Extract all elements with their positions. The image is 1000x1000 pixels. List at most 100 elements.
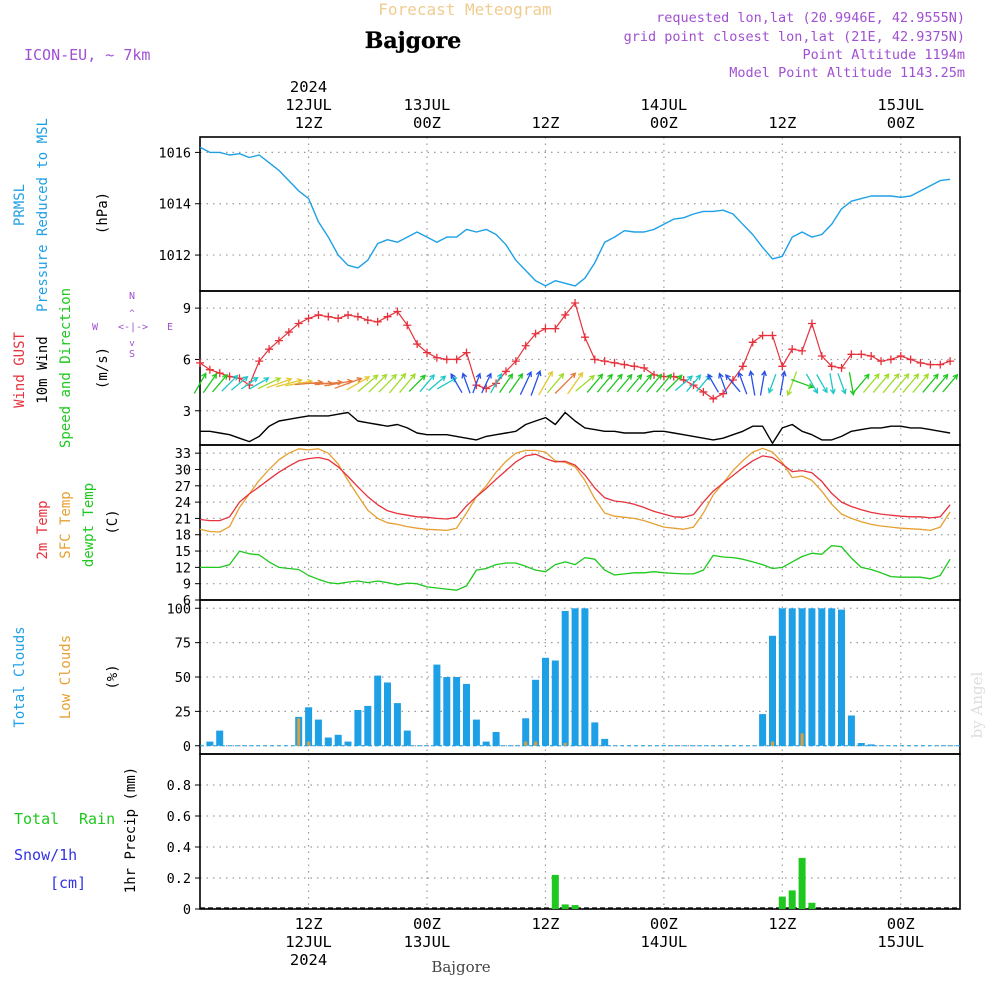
gust-marker bbox=[640, 364, 649, 372]
model-name: ICON-EU, ~ 7km bbox=[24, 46, 150, 64]
total-clouds-label: Total Clouds bbox=[12, 626, 28, 727]
gust-marker bbox=[936, 360, 945, 369]
low-clouds-label: Low Clouds bbox=[58, 635, 74, 719]
gust-marker bbox=[916, 358, 925, 367]
temperature-panel-labels: 2m Temp SFC Temp dewpt Temp (C) bbox=[35, 483, 121, 567]
gust-marker bbox=[511, 357, 520, 366]
gust-marker bbox=[877, 357, 886, 366]
clouds-ytick-label: 75 bbox=[175, 636, 191, 652]
precip-panel: 0 0.2 0.4 0.6 0.8 bbox=[167, 753, 961, 918]
gust-marker bbox=[886, 355, 895, 364]
temperature-ytick-label: 21 bbox=[175, 511, 191, 527]
gust-marker bbox=[600, 357, 609, 366]
time-axis-label: 14JUL bbox=[641, 933, 688, 951]
wind-direction-arrow bbox=[586, 373, 604, 393]
gust-marker bbox=[590, 355, 599, 364]
clouds-ytick-label: 25 bbox=[175, 704, 191, 720]
time-axis-label: 12Z bbox=[531, 114, 559, 132]
total-cloud-bar bbox=[206, 741, 214, 746]
time-axis-label: 14JUL bbox=[641, 96, 688, 114]
gust-marker bbox=[906, 355, 915, 364]
model-point-altitude: Model Point Altitude 1143.25m bbox=[729, 65, 965, 81]
total-cloud-bar bbox=[808, 608, 816, 746]
low-cloud-bar bbox=[563, 743, 567, 746]
gust-label: Wind GUST bbox=[12, 332, 28, 408]
precip-ytick-label: 0.4 bbox=[167, 840, 191, 856]
rain-bar bbox=[798, 857, 806, 909]
precip-panel-labels: Total Rain Snow/1h [cm] 1hr Precip (mm) bbox=[14, 767, 139, 893]
time-axis-label: 12JUL bbox=[285, 96, 332, 114]
time-axis-label: 00Z bbox=[413, 915, 441, 933]
gust-marker bbox=[284, 328, 293, 337]
temperature-ytick-label: 6 bbox=[183, 593, 191, 609]
total-cloud-bar bbox=[581, 608, 589, 746]
wind-direction-arrow bbox=[872, 373, 890, 394]
total-cloud-bar bbox=[542, 657, 549, 746]
gust-marker bbox=[768, 331, 777, 340]
dewpt-label: dewpt Temp bbox=[81, 483, 97, 567]
wind-direction-arrow bbox=[249, 377, 270, 390]
total-cloud-bar bbox=[305, 707, 313, 746]
time-axis-label: 12JUL bbox=[285, 933, 332, 951]
wind-direction-arrow bbox=[378, 373, 398, 393]
temperature-ytick-label: 33 bbox=[175, 446, 191, 462]
gust-marker bbox=[521, 341, 530, 350]
total-cloud-bar bbox=[216, 730, 224, 746]
gust-marker bbox=[709, 394, 718, 403]
gust-marker bbox=[807, 319, 816, 328]
wind-direction-arrow bbox=[575, 374, 596, 392]
precip-ytick-label: 0.6 bbox=[167, 809, 191, 825]
total-cloud-bar bbox=[463, 683, 470, 746]
total-cloud-bar bbox=[334, 734, 342, 746]
gust-marker bbox=[580, 333, 589, 342]
rain-bar bbox=[571, 905, 579, 909]
precip-ytick-label: 0.2 bbox=[167, 871, 191, 887]
wind-direction-arrow bbox=[759, 369, 767, 396]
wind-direction-arrow bbox=[853, 373, 870, 393]
wind-direction-arrow bbox=[498, 373, 514, 393]
pressure-ytick-label: 1014 bbox=[158, 197, 191, 213]
product-title: Forecast Meteogram bbox=[378, 0, 551, 19]
gust-marker bbox=[344, 310, 353, 319]
temperature-ytick-label: 30 bbox=[175, 462, 191, 478]
precip-ytick-label: 0 bbox=[183, 902, 191, 918]
gust-marker bbox=[442, 355, 451, 364]
rain-bar bbox=[808, 902, 816, 909]
gust-marker bbox=[571, 298, 580, 307]
total-cloud-bar bbox=[393, 703, 401, 746]
gust-marker bbox=[798, 346, 807, 355]
total-cloud-bar bbox=[403, 730, 411, 746]
gust-marker bbox=[462, 348, 471, 357]
total-cloud-bar bbox=[847, 715, 855, 746]
prmsl-line bbox=[199, 146, 951, 287]
total-cloud-bar bbox=[532, 679, 540, 746]
gust-marker bbox=[393, 307, 402, 316]
wind-direction-arrow bbox=[481, 372, 492, 394]
total-cloud-bar bbox=[384, 682, 391, 746]
time-axis-label: 13JUL bbox=[404, 96, 451, 114]
pressure-ytick-label: 1016 bbox=[158, 145, 191, 161]
compass-north: N bbox=[129, 291, 135, 302]
wind-direction-arrow bbox=[399, 373, 416, 394]
compass-south: S bbox=[129, 349, 135, 360]
wind-direction-arrow bbox=[508, 372, 524, 394]
total-cloud-bar bbox=[778, 608, 786, 746]
time-axis-label: 00Z bbox=[887, 114, 915, 132]
temp-unit-label: (C) bbox=[105, 509, 121, 534]
wind-direction-arrow bbox=[357, 374, 379, 393]
chart-panels: 1012101410163696912151821242730330255075… bbox=[158, 136, 961, 918]
time-axis-label: 15JUL bbox=[877, 96, 924, 114]
gust-marker bbox=[630, 362, 639, 371]
total-cloud-bar bbox=[798, 608, 806, 746]
cloud-panel-labels: Total Clouds Low Clouds (%) bbox=[12, 626, 121, 727]
total-cloud-bar bbox=[314, 719, 322, 746]
wind-direction-arrow bbox=[665, 374, 683, 392]
gust-marker bbox=[432, 353, 441, 362]
time-axis-label: 2024 bbox=[290, 78, 327, 96]
gust-marker bbox=[946, 357, 955, 366]
low-cloud-bar bbox=[800, 733, 804, 746]
wind-ytick-label: 6 bbox=[183, 352, 191, 368]
wind-direction-arrow bbox=[737, 371, 748, 395]
total-cloud-bar bbox=[818, 608, 826, 746]
